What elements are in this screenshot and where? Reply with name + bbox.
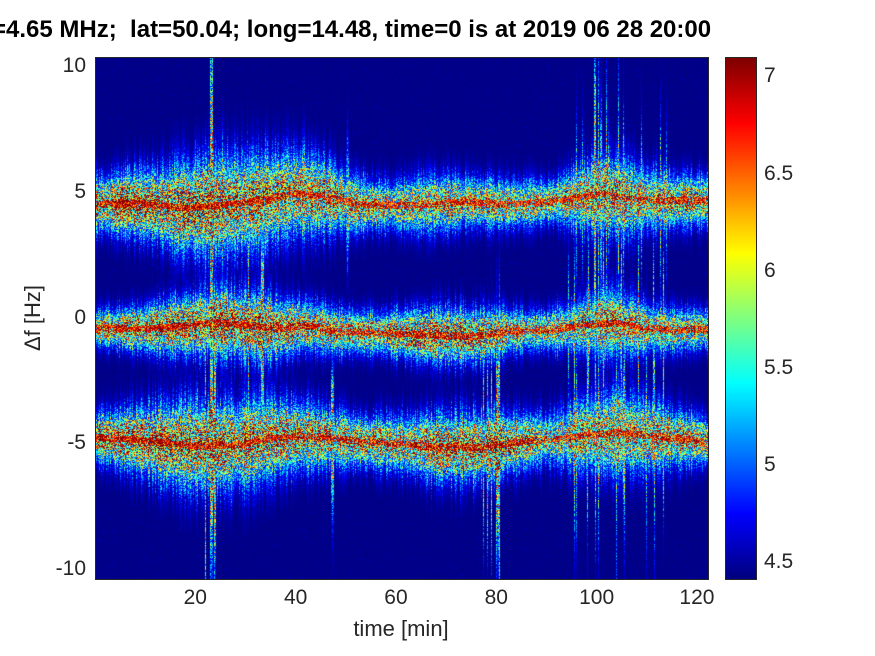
x-axis-label: time [min] — [353, 616, 449, 641]
x-tick-label: 120 — [679, 586, 715, 609]
y-tick-label: 10 — [62, 53, 86, 77]
x-tick-label: 100 — [579, 586, 615, 609]
colorbar — [725, 57, 757, 580]
y-tick-label: -5 — [67, 431, 86, 455]
y-tick-label: 5 — [74, 179, 86, 203]
x-tick-label: 20 — [183, 586, 207, 609]
y-axis-label: Δf [Hz] — [20, 284, 45, 352]
colorbar-tick-label: 5 — [764, 453, 776, 477]
colorbar-tick-label: 7 — [764, 64, 776, 88]
spectrogram-plot — [95, 57, 709, 580]
chart-title: =4.65 MHz; lat=50.04; long=14.48, time=0… — [0, 16, 712, 43]
y-tick-label: -10 — [55, 557, 86, 581]
x-tick-label: 40 — [283, 586, 308, 609]
colorbar-tick-label: 5.5 — [764, 356, 794, 380]
colorbar-tick-label: 6 — [764, 258, 776, 282]
x-tick-label: 60 — [384, 586, 408, 609]
colorbar-canvas — [726, 58, 756, 579]
y-tick-label: 0 — [74, 305, 86, 329]
colorbar-tick-label: 6.5 — [764, 161, 794, 185]
x-tick-label: 80 — [484, 586, 508, 609]
colorbar-tick-label: 4.5 — [764, 550, 794, 574]
spectrogram-canvas — [96, 58, 708, 579]
